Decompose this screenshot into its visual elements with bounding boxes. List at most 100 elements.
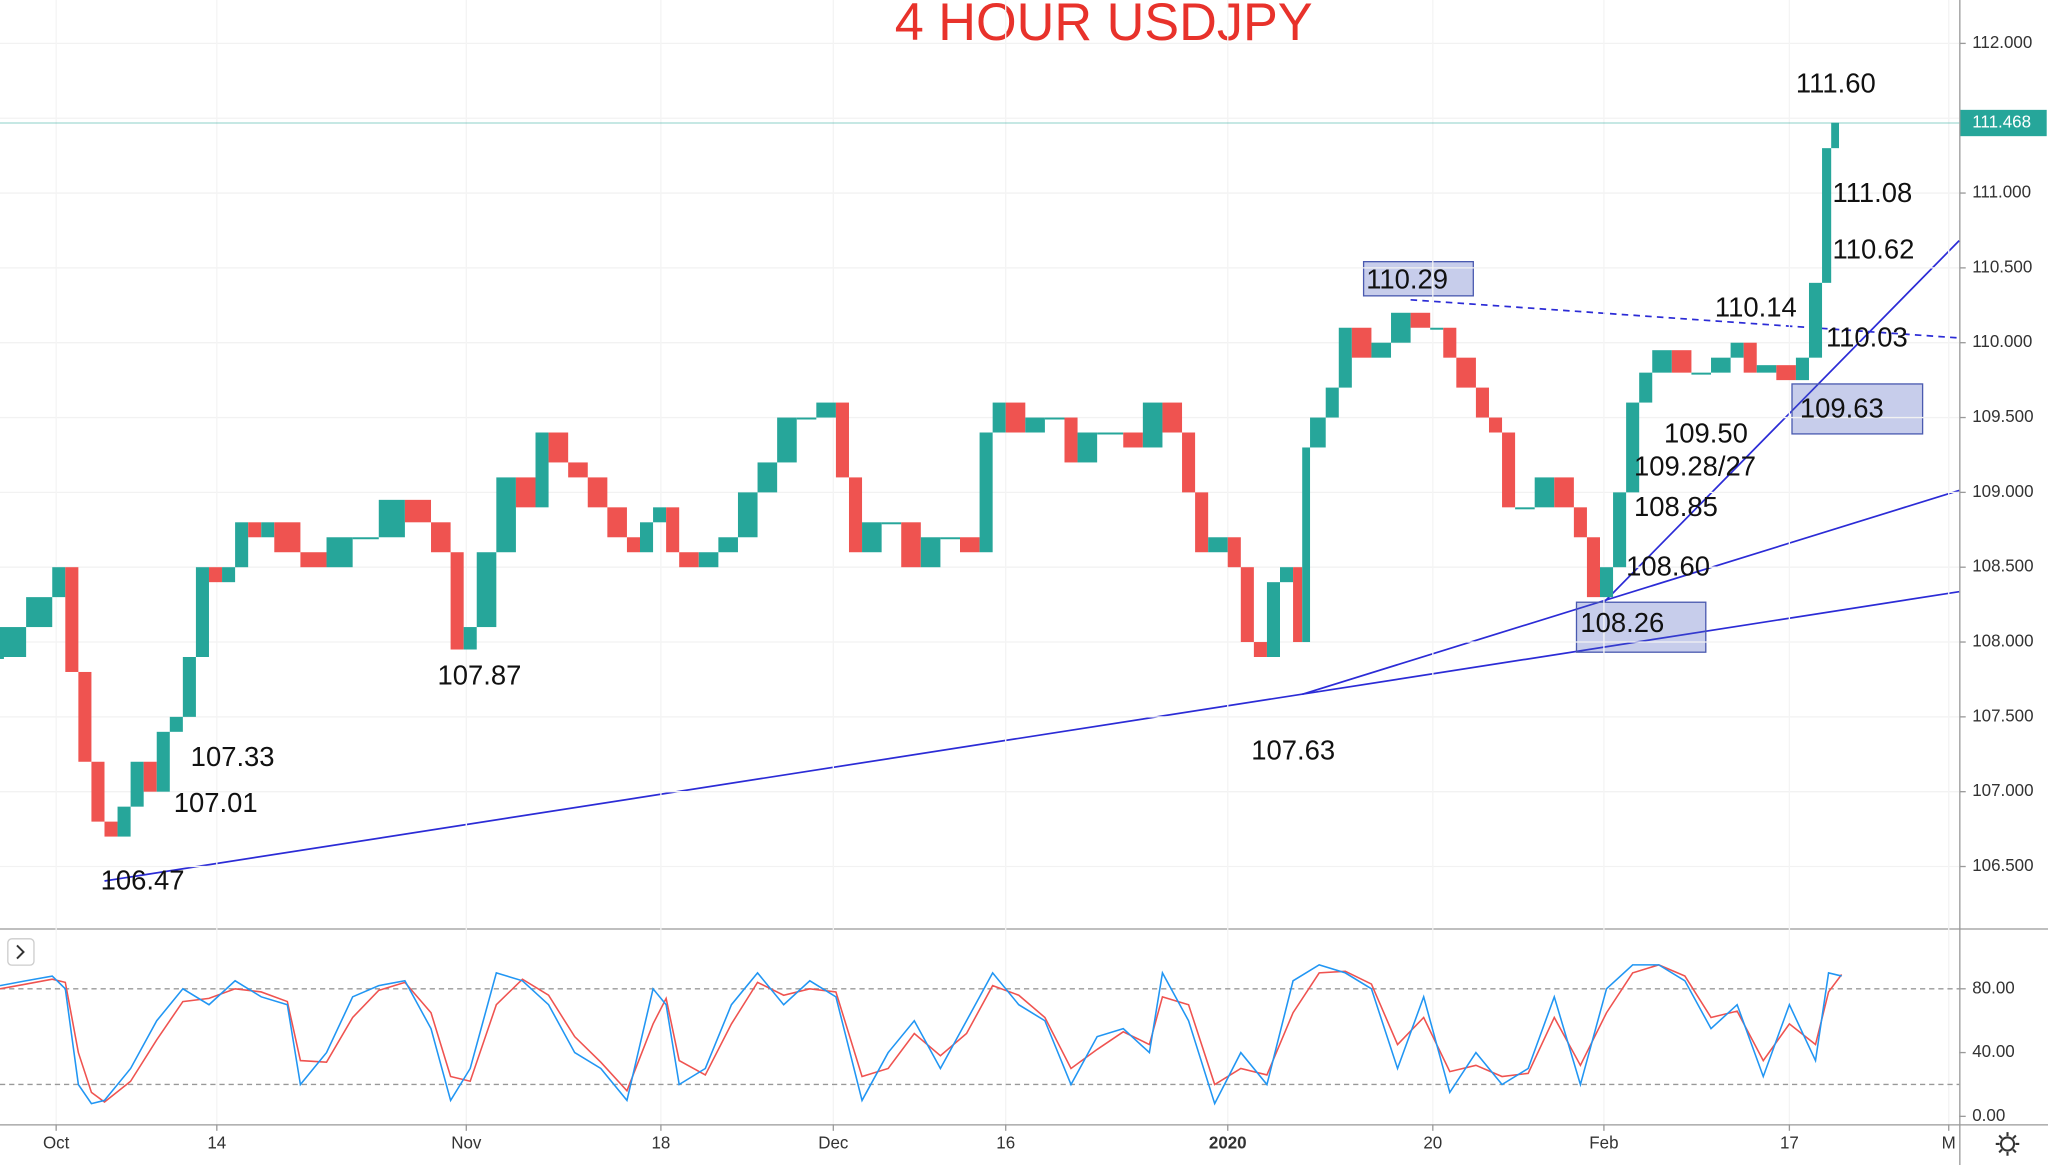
annotation: 110.62 xyxy=(1832,233,1914,264)
y-tick-label: 108.000 xyxy=(1972,631,2033,650)
candle xyxy=(1831,122,1840,149)
candle xyxy=(274,522,301,553)
candle xyxy=(901,522,921,568)
candle xyxy=(169,716,183,732)
candle xyxy=(718,537,738,553)
highlight-box xyxy=(1575,601,1707,653)
candle xyxy=(1808,282,1823,358)
candle xyxy=(248,522,262,538)
settings-teeth xyxy=(1995,1132,2020,1156)
x-tick-label: Oct xyxy=(43,1133,70,1152)
candle xyxy=(1410,312,1431,328)
candle xyxy=(463,627,477,650)
candle xyxy=(679,552,699,568)
candle xyxy=(698,552,719,568)
candle xyxy=(862,522,882,553)
annotation: 107.01 xyxy=(174,787,258,818)
annotation: 110.14 xyxy=(1715,291,1797,322)
y-tick-label: 110.500 xyxy=(1972,257,2032,276)
candle xyxy=(640,522,654,553)
candle xyxy=(352,537,379,540)
x-tick-label: 2020 xyxy=(1209,1133,1247,1152)
trend-line xyxy=(1410,298,1960,339)
annotation: 107.63 xyxy=(1251,734,1335,765)
candle xyxy=(52,567,66,598)
candle xyxy=(1639,372,1653,403)
candle xyxy=(626,537,640,553)
trend-lines xyxy=(104,240,1960,882)
candle xyxy=(1208,537,1228,553)
candle xyxy=(607,507,627,538)
candle xyxy=(1456,357,1476,388)
y-tick-label: 107.000 xyxy=(1972,781,2033,800)
candle xyxy=(326,537,353,568)
annotation: 110.29 xyxy=(1366,264,1448,295)
candle xyxy=(881,522,902,525)
y-tick-label: 106.500 xyxy=(1972,856,2033,875)
candle xyxy=(1554,477,1574,508)
candle xyxy=(1586,537,1600,598)
annotation: 108.26 xyxy=(1580,607,1664,638)
y-tick-label: 109.500 xyxy=(1972,407,2033,426)
candle xyxy=(1488,417,1503,433)
candle xyxy=(1302,447,1311,643)
candle xyxy=(1691,372,1712,375)
candle xyxy=(26,597,53,628)
candle xyxy=(130,761,144,807)
candle xyxy=(1475,387,1489,418)
candle xyxy=(1351,327,1372,358)
x-tick-label: 16 xyxy=(996,1133,1015,1152)
settings-gear xyxy=(1999,1136,2016,1152)
candle xyxy=(1240,567,1254,643)
candle xyxy=(548,432,569,463)
candle xyxy=(476,552,497,628)
collapse-button[interactable] xyxy=(7,938,35,966)
candle xyxy=(1025,417,1045,433)
candle xyxy=(1123,432,1143,448)
candle xyxy=(235,522,249,568)
candle xyxy=(1195,492,1209,553)
candle xyxy=(587,477,608,508)
highlight-boxes xyxy=(1362,261,1924,653)
osc-y-tick-label: 80.00 xyxy=(1972,978,2014,997)
x-tick-label: 17 xyxy=(1780,1133,1799,1152)
candle xyxy=(222,567,236,583)
last-price-tag xyxy=(1960,109,2047,137)
candle xyxy=(960,537,980,553)
candle xyxy=(1743,342,1757,373)
candle xyxy=(940,537,960,540)
candle xyxy=(91,761,105,822)
annotation: 111.60 xyxy=(1796,68,1876,99)
candle xyxy=(0,656,4,659)
annotation: 111.08 xyxy=(1832,177,1912,208)
settings-icon[interactable] xyxy=(1995,1132,2020,1156)
candle xyxy=(208,567,223,583)
y-tick-label: 109.000 xyxy=(1972,482,2033,501)
candle xyxy=(1443,327,1457,358)
candle xyxy=(143,761,157,792)
candle xyxy=(78,671,92,762)
candle xyxy=(195,567,209,657)
candle xyxy=(979,432,993,553)
candle xyxy=(1293,567,1303,643)
annotation: 109.28/27 xyxy=(1634,450,1756,481)
trend-line xyxy=(1603,240,1960,603)
candle xyxy=(182,656,196,717)
candle xyxy=(737,492,758,538)
candle xyxy=(1652,350,1672,373)
annotation: 108.60 xyxy=(1626,550,1710,581)
candle xyxy=(920,537,941,568)
annotation: 107.33 xyxy=(191,741,275,772)
annotation: 107.87 xyxy=(438,659,522,690)
annotation: 109.63 xyxy=(1800,392,1884,423)
candle xyxy=(1391,312,1411,343)
candle xyxy=(1626,402,1640,493)
trend-line xyxy=(104,590,1960,882)
candle xyxy=(1310,417,1326,448)
osc-y-tick-label: 0.00 xyxy=(1972,1106,2005,1125)
candle xyxy=(1044,417,1065,420)
candle xyxy=(1795,357,1809,381)
x-tick-label: 18 xyxy=(651,1133,670,1152)
osc-y-tick-label: 40.00 xyxy=(1972,1042,2014,1061)
